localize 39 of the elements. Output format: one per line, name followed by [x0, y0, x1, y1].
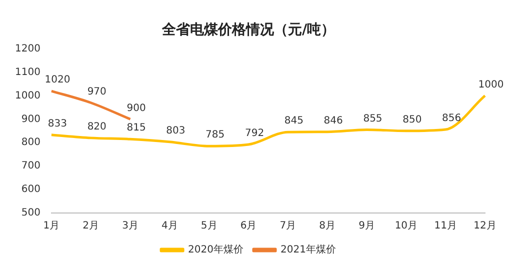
data-label: 845: [284, 116, 304, 127]
data-label: 855: [363, 113, 382, 124]
y-tick-label: 800: [21, 137, 40, 148]
data-label: 1020: [44, 74, 70, 86]
x-tick-label: 10月: [394, 220, 418, 232]
x-tick-label: 2月: [82, 220, 100, 232]
legend-label: 2021年煤价: [280, 244, 336, 256]
x-tick-label: 12月: [474, 220, 496, 232]
data-label: 803: [166, 126, 186, 137]
chart-title: 全省电煤价格情况（元/吨）: [160, 22, 336, 38]
y-tick-label: 600: [21, 184, 40, 196]
data-label: 820: [87, 122, 106, 133]
x-tick-label: 9月: [358, 220, 375, 232]
x-tick-label: 7月: [280, 220, 296, 232]
x-tick-label: 3月: [122, 220, 138, 232]
x-tick-label: 11月: [434, 220, 457, 232]
data-label: 846: [324, 115, 343, 126]
x-tick-label: 1月: [43, 220, 60, 232]
x-tick-label: 8月: [319, 220, 336, 232]
x-tick-label: 5月: [200, 220, 218, 232]
data-label: 856: [442, 113, 462, 124]
data-label: 815: [126, 122, 146, 134]
data-label: 1000: [478, 79, 504, 90]
y-tick-label: 500: [21, 208, 40, 219]
data-label: 792: [244, 128, 264, 140]
data-label: 833: [48, 118, 67, 130]
y-tick-label: 1000: [14, 90, 40, 102]
x-tick-label: 4月: [162, 220, 178, 232]
data-label: 900: [126, 102, 146, 114]
data-label: 970: [87, 86, 106, 98]
line-series: [50, 94, 486, 148]
y-tick-label: 1100: [14, 66, 40, 78]
data-label: 785: [206, 130, 225, 141]
legend-label: 2020年煤价: [188, 244, 244, 256]
y-tick-label: 700: [21, 160, 40, 172]
x-tick-label: 6月: [240, 220, 257, 232]
y-tick-label: 900: [21, 114, 40, 125]
data-label: 850: [402, 114, 422, 126]
y-tick-label: 1200: [14, 43, 40, 54]
